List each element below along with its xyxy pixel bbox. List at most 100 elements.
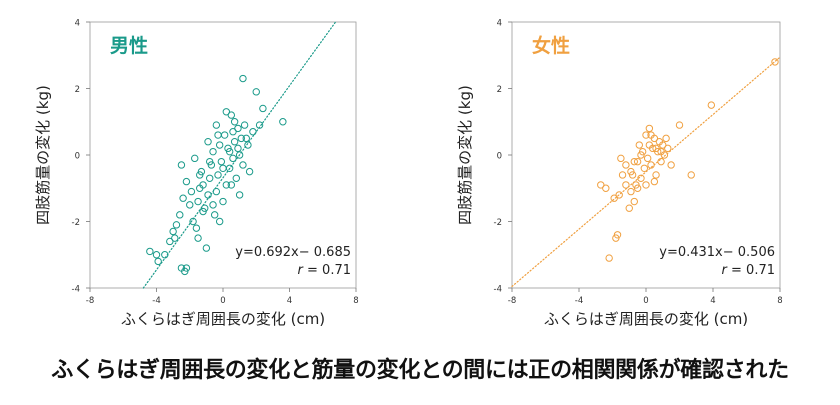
y-tick-label: -4 bbox=[72, 285, 80, 295]
data-point bbox=[177, 161, 186, 169]
conclusion-caption: ふくらはぎ周囲長の変化と筋量の変化との間には正の相関関係が確認された bbox=[51, 358, 789, 383]
data-point bbox=[202, 244, 211, 252]
data-point bbox=[161, 251, 169, 259]
data-point bbox=[152, 251, 161, 259]
data-point bbox=[192, 224, 201, 232]
data-point bbox=[166, 237, 174, 246]
data-point bbox=[613, 231, 622, 239]
data-point bbox=[222, 108, 231, 116]
data-point bbox=[196, 171, 204, 179]
panel-title: 男性 bbox=[110, 34, 148, 57]
y-tick-label: 2 bbox=[75, 85, 80, 95]
data-point bbox=[227, 111, 236, 119]
data-point bbox=[630, 197, 638, 206]
data-point bbox=[214, 171, 222, 179]
marks-layer: -8 -4 0 4 8 4 2 0 -2 -4 bbox=[72, 19, 359, 307]
data-point bbox=[662, 134, 670, 143]
regression-equation: y=0.692x− 0.685 bbox=[235, 245, 351, 260]
data-point bbox=[652, 171, 660, 179]
data-point bbox=[630, 157, 638, 166]
y-tick-label: 0 bbox=[497, 152, 502, 162]
y-tick-label: 4 bbox=[75, 19, 80, 29]
male-scatter-panel: -8 -4 0 4 8 4 2 0 -2 -4 男性 y=0.692x− 0.685 r = 0.… bbox=[34, 19, 359, 329]
data-point bbox=[239, 74, 247, 83]
data-point bbox=[222, 181, 231, 189]
data-point bbox=[225, 147, 234, 156]
y-tick-label: 4 bbox=[497, 19, 502, 29]
data-point bbox=[252, 88, 260, 96]
data-point bbox=[182, 264, 191, 272]
chart-figure: -8 -4 0 4 8 4 2 0 -2 -4 男性 y=0.692x− 0.685 r = 0.… bbox=[34, 19, 783, 329]
data-point bbox=[605, 254, 613, 262]
data-point bbox=[245, 167, 254, 176]
y-tick-label: 2 bbox=[497, 85, 502, 95]
x-tick-label: -4 bbox=[575, 296, 583, 306]
data-point bbox=[230, 138, 239, 146]
data-point bbox=[189, 217, 197, 226]
data-point bbox=[219, 197, 227, 206]
data-point bbox=[602, 184, 610, 192]
data-point bbox=[635, 141, 643, 149]
data-point bbox=[637, 174, 645, 182]
data-point bbox=[182, 177, 191, 186]
y-tick-label: -2 bbox=[494, 218, 502, 228]
data-point bbox=[194, 197, 202, 206]
data-point bbox=[242, 134, 250, 143]
data-point bbox=[675, 121, 684, 129]
data-point bbox=[707, 101, 716, 109]
female-scatter-panel: -8 -4 0 4 8 4 2 0 -2 -4 女性 y=0.431x− 0.506 r = 0.… bbox=[456, 19, 783, 329]
panel-title: 女性 bbox=[532, 34, 570, 57]
data-point bbox=[212, 121, 221, 129]
data-point bbox=[633, 184, 642, 192]
data-point bbox=[640, 164, 649, 173]
regression-equation: y=0.431x− 0.506 bbox=[659, 245, 775, 260]
x-tick-label: -4 bbox=[152, 296, 160, 306]
y-tick-label: -4 bbox=[494, 285, 502, 295]
data-point bbox=[642, 181, 650, 189]
data-point bbox=[176, 211, 184, 219]
data-point bbox=[618, 171, 627, 179]
data-point bbox=[650, 177, 659, 186]
data-point bbox=[214, 131, 222, 139]
y-tick-label: 0 bbox=[75, 152, 80, 162]
data-point bbox=[171, 234, 179, 242]
data-point bbox=[206, 174, 214, 182]
data-point bbox=[219, 164, 227, 173]
data-point bbox=[204, 191, 212, 199]
data-point bbox=[659, 141, 667, 149]
data-point bbox=[154, 257, 162, 266]
x-tick-label: 0 bbox=[643, 296, 648, 306]
data-point bbox=[637, 151, 645, 159]
x-tick-label: 0 bbox=[220, 296, 225, 306]
x-tick-label: -8 bbox=[86, 296, 94, 306]
data-point bbox=[633, 157, 642, 166]
data-point bbox=[610, 194, 618, 202]
data-point bbox=[617, 154, 625, 163]
data-point bbox=[645, 141, 654, 149]
data-point bbox=[647, 131, 655, 139]
data-point bbox=[232, 174, 241, 182]
r-value: = 0.71 bbox=[303, 263, 351, 278]
data-point bbox=[279, 118, 287, 126]
data-point bbox=[186, 201, 194, 209]
data-point bbox=[667, 161, 675, 169]
data-point bbox=[627, 167, 635, 176]
data-point bbox=[187, 187, 196, 196]
x-tick-label: 4 bbox=[710, 296, 715, 306]
data-point bbox=[215, 217, 224, 226]
data-point bbox=[169, 227, 177, 236]
data-point bbox=[687, 171, 695, 179]
trendline bbox=[142, 21, 337, 289]
data-point bbox=[206, 157, 214, 166]
r-symbol: r bbox=[722, 263, 729, 278]
data-point bbox=[179, 194, 187, 202]
data-point bbox=[643, 154, 652, 163]
data-point bbox=[664, 144, 672, 153]
data-point bbox=[227, 181, 236, 189]
x-tick-label: -8 bbox=[508, 296, 516, 306]
data-point bbox=[235, 151, 244, 159]
y-axis-label: 四肢筋量の変化 (kg) bbox=[456, 85, 474, 225]
correlation-label: r = 0.71 bbox=[722, 263, 775, 278]
data-point bbox=[237, 134, 245, 143]
data-point bbox=[255, 121, 264, 129]
